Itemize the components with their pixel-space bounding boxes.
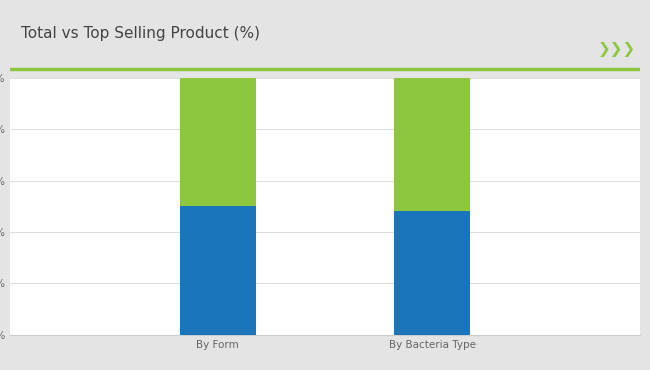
Text: ❯❯❯: ❯❯❯ xyxy=(597,42,636,57)
Bar xyxy=(395,78,470,211)
Legend: Capsules, Rest of Form, Lactobacillus, Rest of Bacteria Types: Capsules, Rest of Form, Lactobacillus, R… xyxy=(152,367,498,370)
Bar xyxy=(395,211,470,335)
Text: Total vs Top Selling Product (%): Total vs Top Selling Product (%) xyxy=(21,26,260,41)
Bar xyxy=(180,78,255,206)
Bar xyxy=(180,206,255,335)
